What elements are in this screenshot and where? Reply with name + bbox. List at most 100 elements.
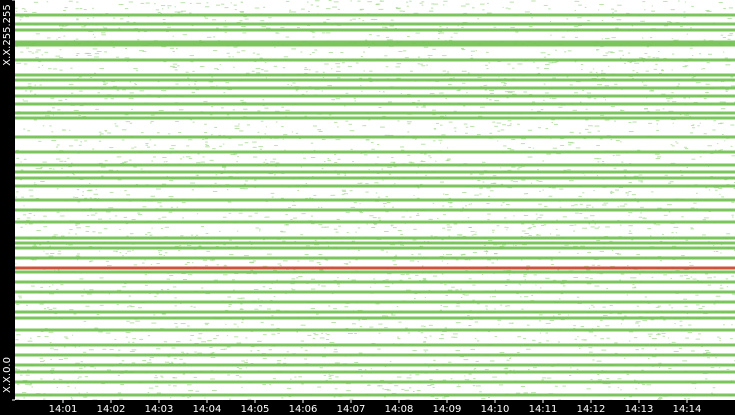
speckle [623, 169, 627, 171]
speckle [228, 212, 232, 214]
speckle [521, 308, 524, 310]
speckle [474, 321, 479, 323]
speckle [452, 333, 458, 335]
speckle [60, 27, 63, 29]
speckle [43, 226, 48, 228]
speckle [609, 304, 613, 306]
speckle [483, 250, 489, 252]
speckle [317, 206, 320, 208]
speckle [485, 84, 488, 86]
speckle [309, 260, 314, 262]
speckle [449, 254, 452, 256]
speckle [429, 379, 433, 381]
speckle [34, 93, 37, 95]
speckle [666, 21, 671, 23]
speckle [513, 369, 515, 371]
speckle [228, 56, 231, 58]
speckle [617, 253, 622, 255]
speckle [89, 260, 94, 262]
speckle [668, 182, 672, 184]
speckle [647, 110, 650, 112]
speckle [355, 231, 357, 233]
speckle [266, 253, 272, 255]
speckle [706, 62, 710, 64]
speckle [651, 356, 657, 358]
speckle [391, 314, 396, 316]
speckle [190, 334, 195, 336]
speckle [74, 139, 78, 141]
speckle [699, 53, 702, 55]
speckle [345, 92, 349, 94]
speckle [310, 4, 314, 6]
speckle [510, 26, 515, 28]
speckle [100, 133, 104, 135]
speckle [421, 1, 425, 3]
speckle [422, 279, 427, 281]
speckle [538, 342, 542, 344]
speckle [597, 158, 602, 160]
speckle [686, 166, 688, 168]
speckle [122, 89, 126, 91]
speckle [58, 99, 63, 101]
speckle [270, 324, 274, 326]
speckle [76, 19, 79, 21]
speckle [486, 12, 492, 14]
speckle [219, 64, 221, 66]
speckle [304, 349, 308, 351]
speckle [40, 378, 43, 380]
speckle [520, 385, 526, 387]
speckle [711, 392, 713, 394]
speckle [678, 347, 682, 349]
speckle [383, 396, 386, 398]
speckle [387, 166, 393, 168]
speckle [409, 216, 412, 218]
speckle [227, 374, 231, 376]
speckle [227, 296, 232, 298]
speckle [690, 276, 693, 278]
speckle [150, 195, 156, 197]
speckle [58, 37, 61, 39]
speckle [555, 234, 560, 236]
speckle [349, 398, 354, 400]
speckle [306, 91, 308, 93]
speckle [546, 153, 551, 155]
speckle [301, 383, 304, 385]
x-tick-label: 14:10 [481, 404, 510, 415]
speckle [408, 161, 413, 163]
speckle [497, 130, 501, 132]
speckle [243, 255, 249, 257]
speckle [429, 335, 432, 337]
speckle [233, 4, 237, 6]
speckle [394, 255, 397, 257]
speckle [441, 239, 444, 241]
speckle [416, 197, 420, 199]
speckle [626, 12, 630, 14]
address-row [15, 102, 735, 106]
speckle [344, 306, 349, 308]
speckle [224, 31, 227, 33]
speckle [370, 368, 372, 370]
speckle [430, 235, 433, 237]
speckle [442, 379, 447, 381]
speckle [559, 188, 564, 190]
speckle [58, 250, 61, 252]
speckle [169, 47, 174, 49]
speckle [246, 124, 250, 126]
speckle [542, 160, 545, 162]
speckle [96, 50, 102, 52]
speckle [360, 56, 363, 58]
speckle [137, 214, 143, 216]
speckle [544, 205, 548, 207]
speckle [294, 376, 297, 378]
speckle [119, 18, 124, 20]
speckle [706, 357, 711, 359]
speckle [41, 64, 44, 66]
speckle [472, 299, 475, 301]
speckle [668, 110, 674, 112]
speckle [23, 205, 25, 207]
speckle [301, 93, 305, 95]
speckle [518, 166, 522, 168]
speckle [549, 233, 552, 235]
speckle [333, 351, 338, 353]
speckle [450, 378, 453, 380]
